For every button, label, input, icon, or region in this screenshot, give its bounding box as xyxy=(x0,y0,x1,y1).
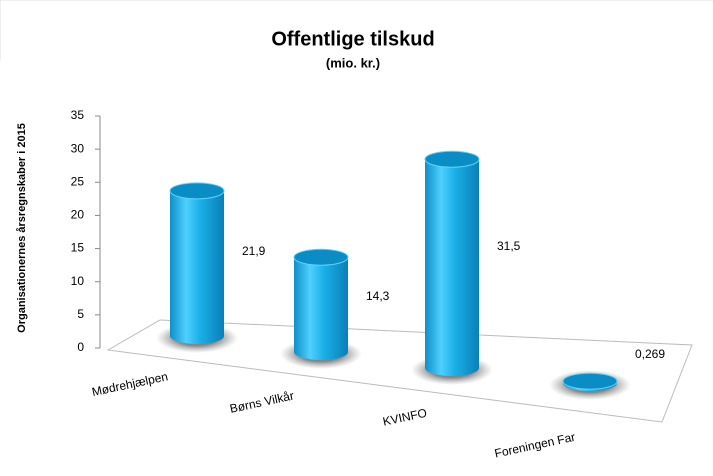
x-tick-label: KVINFO xyxy=(382,406,429,429)
y-tick-label: 20 xyxy=(71,208,85,222)
bar-top xyxy=(424,150,480,168)
bar-top xyxy=(169,182,225,200)
y-tick-label: 25 xyxy=(71,174,85,188)
y-tick-label: 30 xyxy=(71,141,85,155)
y-tick-label: 10 xyxy=(71,274,85,288)
value-label: 21,9 xyxy=(242,244,266,258)
bar-top xyxy=(293,248,349,266)
x-tick-label: Foreningen Far xyxy=(493,430,576,461)
value-label: 14,3 xyxy=(366,289,390,303)
value-label: 0,269 xyxy=(635,347,665,361)
y-tick-label: 35 xyxy=(71,108,85,122)
chart-title: Offentlige tilskud xyxy=(271,28,434,50)
bar xyxy=(425,159,479,376)
bar xyxy=(294,257,348,360)
value-label: 31,5 xyxy=(497,239,521,253)
floor xyxy=(106,319,693,423)
bar-top xyxy=(562,372,618,390)
chart-subtitle: (mio. kr.) xyxy=(326,55,380,70)
x-tick-label: Børns Vilkår xyxy=(229,389,296,416)
y-tick-label: 5 xyxy=(77,307,84,321)
x-tick-label: Mødrehjælpen xyxy=(91,369,170,399)
y-tick-label: 0 xyxy=(77,340,84,354)
y-tick-label: 15 xyxy=(71,241,85,255)
y-axis-label: Organisationernes årsregnskaber i 2015 xyxy=(16,123,28,333)
bar xyxy=(170,190,224,344)
